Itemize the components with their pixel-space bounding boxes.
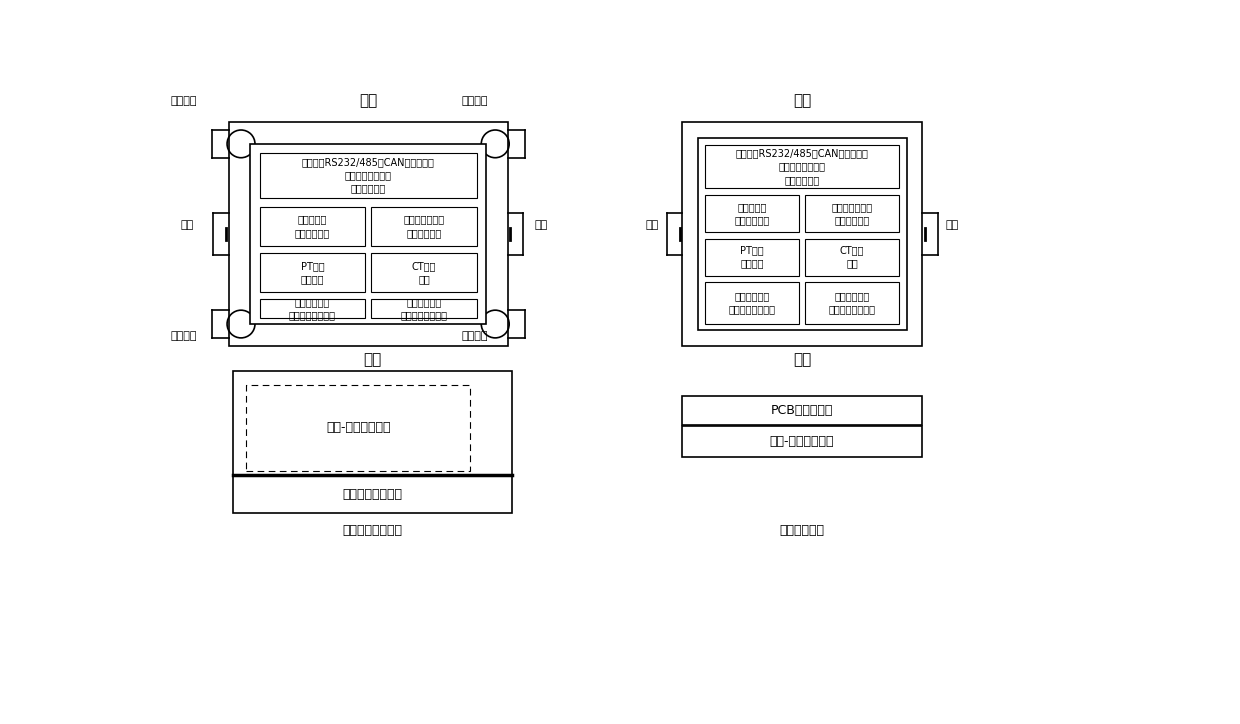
Bar bbox=[706, 146, 899, 188]
Text: 正视: 正视 bbox=[794, 352, 811, 367]
Text: 控制回路电源
装置电源连接插头: 控制回路电源 装置电源连接插头 bbox=[828, 291, 875, 314]
Text: 固定螺孔: 固定螺孔 bbox=[171, 96, 197, 106]
Bar bbox=[259, 253, 365, 292]
Bar bbox=[228, 122, 507, 345]
Text: 俯视: 俯视 bbox=[794, 93, 811, 109]
Bar bbox=[371, 253, 476, 292]
Text: 安装基座结构示意: 安装基座结构示意 bbox=[342, 524, 402, 537]
Text: 底座结构示意: 底座结构示意 bbox=[780, 524, 825, 537]
Text: PT回路
连接插座: PT回路 连接插座 bbox=[300, 261, 324, 284]
Text: 控制回路电源
装置电源连接插座: 控制回路电源 装置电源连接插座 bbox=[289, 297, 336, 320]
Text: PT回路
连接插头: PT回路 连接插头 bbox=[740, 245, 764, 269]
Text: CT回路
插座: CT回路 插座 bbox=[412, 261, 436, 284]
Text: 正视: 正视 bbox=[363, 352, 381, 367]
Bar bbox=[805, 195, 899, 232]
Text: CT回路
插头: CT回路 插头 bbox=[839, 245, 864, 269]
Bar bbox=[805, 239, 899, 276]
Text: 控制、状态
信号连接插座: 控制、状态 信号连接插座 bbox=[295, 214, 330, 238]
Text: 外部引线连接端子: 外部引线连接端子 bbox=[342, 488, 402, 501]
Bar bbox=[259, 207, 365, 245]
Bar bbox=[706, 239, 799, 276]
Text: 锁扣: 锁扣 bbox=[534, 219, 548, 230]
Bar bbox=[250, 144, 486, 324]
Bar bbox=[371, 207, 476, 245]
Text: 基座-底座连接插座: 基座-底座连接插座 bbox=[326, 421, 391, 434]
Text: 以太网、RS232/485、CAN、时钟信号
电和光纤连接插头
天线连接插头: 以太网、RS232/485、CAN、时钟信号 电和光纤连接插头 天线连接插头 bbox=[735, 148, 868, 185]
Bar bbox=[706, 195, 799, 232]
Text: 以太网、RS232/485、CAN、时钟信号
电和光纤连接插座
天线连接插座: 以太网、RS232/485、CAN、时钟信号 电和光纤连接插座 天线连接插座 bbox=[301, 157, 434, 193]
Bar bbox=[682, 395, 923, 425]
Bar bbox=[682, 426, 923, 458]
Text: 锁扣: 锁扣 bbox=[646, 219, 658, 230]
Text: 固定螺孔: 固定螺孔 bbox=[171, 332, 197, 341]
Bar bbox=[371, 300, 476, 318]
Bar bbox=[259, 153, 476, 198]
Text: 控制、状态
信号连接插头: 控制、状态 信号连接插头 bbox=[734, 202, 770, 226]
Text: 锁扣: 锁扣 bbox=[945, 219, 959, 230]
Bar bbox=[682, 122, 923, 345]
Text: 固定螺孔: 固定螺孔 bbox=[461, 332, 487, 341]
Text: 控制回路电源
装置电源连接插头: 控制回路电源 装置电源连接插头 bbox=[729, 291, 776, 314]
Bar bbox=[259, 300, 365, 318]
Text: 俯视: 俯视 bbox=[360, 93, 377, 109]
Bar bbox=[247, 385, 470, 471]
Text: 固定螺孔: 固定螺孔 bbox=[461, 96, 487, 106]
Text: 控制回路电源
装置电源连接插座: 控制回路电源 装置电源连接插座 bbox=[401, 297, 448, 320]
Bar bbox=[805, 282, 899, 324]
Bar bbox=[697, 138, 906, 330]
Text: 锁扣: 锁扣 bbox=[181, 219, 193, 230]
Text: 直流、温度测量
信号连接插座: 直流、温度测量 信号连接插座 bbox=[403, 214, 444, 238]
Text: PCB板连接端子: PCB板连接端子 bbox=[771, 404, 833, 417]
Bar bbox=[706, 282, 799, 324]
Bar bbox=[233, 371, 511, 513]
Text: 直流、温度测量
信号连接插头: 直流、温度测量 信号连接插头 bbox=[832, 202, 873, 226]
Text: 基座-底座连接插头: 基座-底座连接插头 bbox=[770, 435, 835, 448]
